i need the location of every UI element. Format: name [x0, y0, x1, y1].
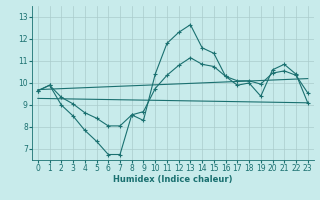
X-axis label: Humidex (Indice chaleur): Humidex (Indice chaleur) [113, 175, 233, 184]
